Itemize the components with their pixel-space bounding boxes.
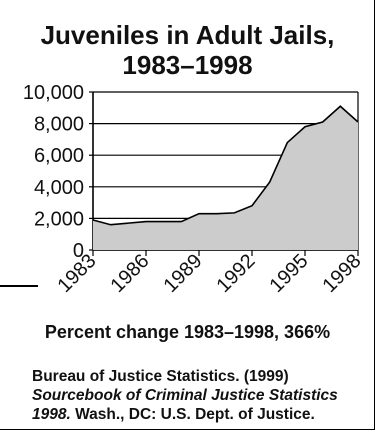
x-tick-label-1: 1986 bbox=[107, 250, 154, 297]
chart-title-line2: 1983–1998 bbox=[122, 50, 253, 80]
chart-svg: 10,000 8,000 6,000 4,000 2,000 0 1983 1986 1989… bbox=[23, 82, 366, 297]
x-tick-labels: 1983 1986 1989 1992 1995 1998 bbox=[54, 250, 366, 297]
x-tick-label-0: 1983 bbox=[54, 250, 101, 297]
y-tick-label-4: 2,000 bbox=[34, 208, 84, 230]
figure-frame bbox=[0, 0, 375, 430]
chart-title-line1: Juveniles in Adult Jails, bbox=[40, 20, 335, 50]
y-tick-label-2: 6,000 bbox=[34, 145, 84, 167]
y-tick-labels: 10,000 8,000 6,000 4,000 2,000 0 bbox=[23, 82, 93, 262]
area-fill bbox=[93, 106, 358, 250]
source-line2: Sourcebook of Criminal Justice Statistic… bbox=[32, 387, 338, 404]
source-line3-rest: Wash., DC: U.S. Dept. of Justice. bbox=[70, 406, 315, 423]
source-line3-italic: 1998. bbox=[32, 406, 71, 423]
area-line bbox=[92, 105, 359, 226]
divider-line bbox=[0, 285, 38, 287]
x-tick-label-5: 1998 bbox=[319, 250, 366, 297]
source-line1: Bureau of Justice Statistics. (1999) bbox=[32, 368, 289, 385]
source-citation: Bureau of Justice Statistics. (1999) Sou… bbox=[32, 367, 377, 424]
area-series bbox=[92, 105, 359, 250]
y-tick-label-3: 4,000 bbox=[34, 177, 84, 199]
percent-change-note: Percent change 1983–1998, 366% bbox=[44, 322, 331, 342]
y-tick-label-0: 10,000 bbox=[23, 82, 84, 104]
y-tick-label-1: 8,000 bbox=[34, 114, 84, 136]
x-tick-label-4: 1995 bbox=[266, 250, 313, 297]
x-tick-label-2: 1989 bbox=[160, 250, 207, 297]
x-tick-label-3: 1992 bbox=[213, 250, 260, 297]
y-tick-label-5: 0 bbox=[73, 240, 84, 262]
